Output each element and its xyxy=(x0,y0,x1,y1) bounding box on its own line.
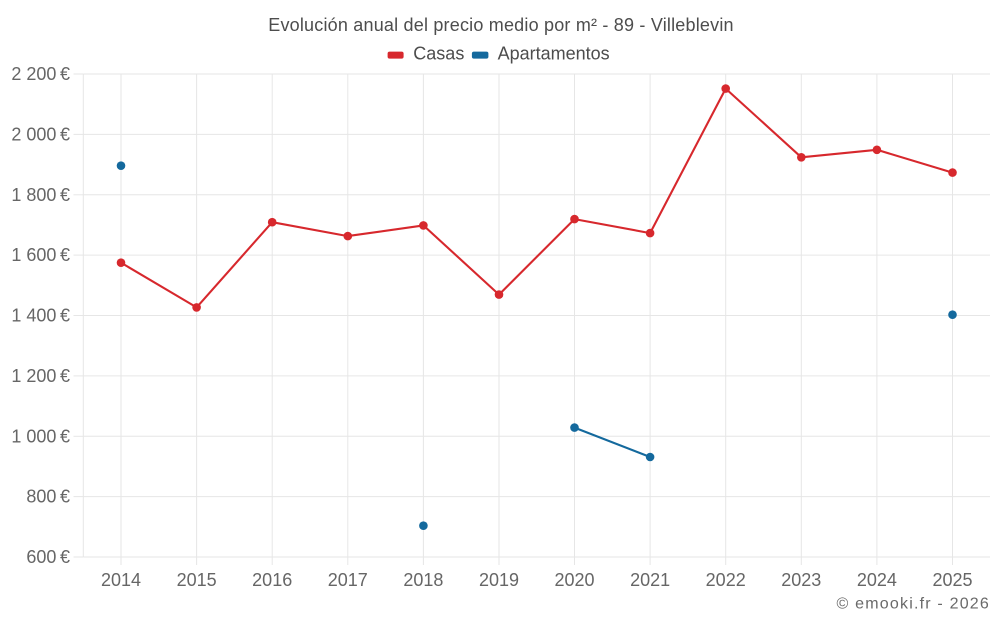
svg-text:2024: 2024 xyxy=(857,570,897,590)
svg-text:2015: 2015 xyxy=(177,570,217,590)
svg-text:2017: 2017 xyxy=(328,570,368,590)
svg-text:2020: 2020 xyxy=(554,570,594,590)
svg-text:Apartamentos: Apartamentos xyxy=(498,44,610,64)
svg-text:2025: 2025 xyxy=(932,570,972,590)
svg-text:2 200 €: 2 200 € xyxy=(11,64,70,84)
svg-text:1 800 €: 1 800 € xyxy=(11,185,70,205)
svg-text:© emooki.fr - 2026: © emooki.fr - 2026 xyxy=(837,596,990,613)
svg-text:600 €: 600 € xyxy=(26,547,70,567)
svg-text:2014: 2014 xyxy=(101,570,141,590)
svg-text:1 400 €: 1 400 € xyxy=(11,306,70,326)
svg-text:2023: 2023 xyxy=(781,570,821,590)
svg-text:Casas: Casas xyxy=(413,44,464,64)
svg-text:2021: 2021 xyxy=(630,570,670,590)
svg-text:1 200 €: 1 200 € xyxy=(11,366,70,386)
svg-text:2019: 2019 xyxy=(479,570,519,590)
svg-text:2022: 2022 xyxy=(706,570,746,590)
svg-text:2016: 2016 xyxy=(252,570,292,590)
svg-text:Evolución anual del precio med: Evolución anual del precio medio por m² … xyxy=(268,15,734,35)
svg-text:1 000 €: 1 000 € xyxy=(11,426,70,446)
svg-text:1 600 €: 1 600 € xyxy=(11,245,70,265)
svg-text:800 €: 800 € xyxy=(26,487,70,507)
svg-text:2018: 2018 xyxy=(403,570,443,590)
svg-text:2 000 €: 2 000 € xyxy=(11,124,70,144)
